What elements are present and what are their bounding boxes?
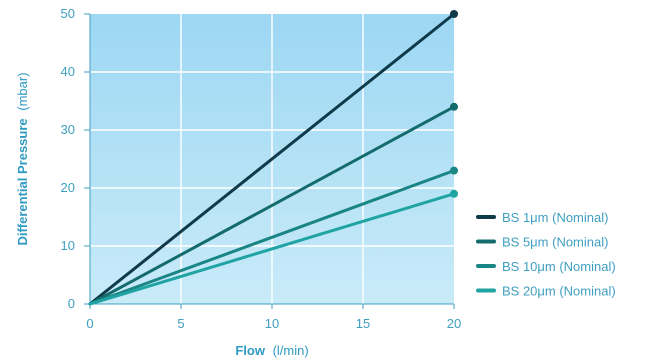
y-tick-label: 0	[68, 296, 75, 311]
axes	[84, 13, 455, 309]
y-axis-title-unit: (mbar)	[15, 72, 30, 110]
legend-label: BS 20μm (Nominal)	[502, 284, 616, 299]
x-axis-title-unit: (l/min)	[273, 343, 309, 358]
series-line	[88, 12, 456, 306]
y-axis-title-main: Differential Pressure	[15, 118, 30, 245]
y-tick-label: 40	[61, 64, 75, 79]
y-tick-label: 10	[61, 238, 75, 253]
series-endpoint	[450, 166, 458, 175]
y-axis-title: Differential Pressure (mbar)	[15, 72, 30, 245]
series-endpoint	[450, 102, 458, 111]
x-axis-title: Flow (l/min)	[235, 343, 308, 358]
x-tick-label: 15	[356, 316, 370, 331]
y-tick-label: 20	[61, 180, 75, 195]
series-line	[88, 192, 456, 306]
legend-label: BS 1μm (Nominal)	[502, 210, 608, 225]
x-tick-label: 5	[177, 316, 184, 331]
x-tick-label: 10	[265, 316, 279, 331]
series-lines	[88, 10, 458, 306]
series-line	[88, 105, 456, 306]
tick-labels: 0 5 10 15 20 0 10 20 30 40 50	[61, 6, 462, 331]
series-endpoint	[450, 189, 458, 198]
legend-label: BS 10μm (Nominal)	[502, 259, 616, 274]
x-axis-title-main: Flow	[235, 343, 265, 358]
series-line	[88, 169, 456, 306]
legend: BS 1μm (Nominal) BS 5μm (Nominal) BS 10μm …	[476, 210, 616, 299]
y-tick-label: 50	[61, 6, 75, 21]
legend-label: BS 5μm (Nominal)	[502, 235, 608, 250]
series-endpoint	[450, 10, 458, 18]
x-tick-label: 0	[86, 316, 93, 331]
x-tick-label: 20	[447, 316, 461, 331]
y-tick-label: 30	[61, 122, 75, 137]
